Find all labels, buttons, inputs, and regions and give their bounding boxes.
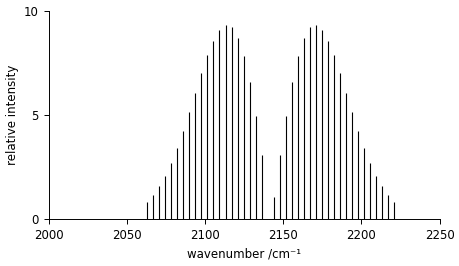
X-axis label: wavenumber /cm⁻¹: wavenumber /cm⁻¹ <box>187 247 301 260</box>
Y-axis label: relative intensity: relative intensity <box>6 65 18 165</box>
